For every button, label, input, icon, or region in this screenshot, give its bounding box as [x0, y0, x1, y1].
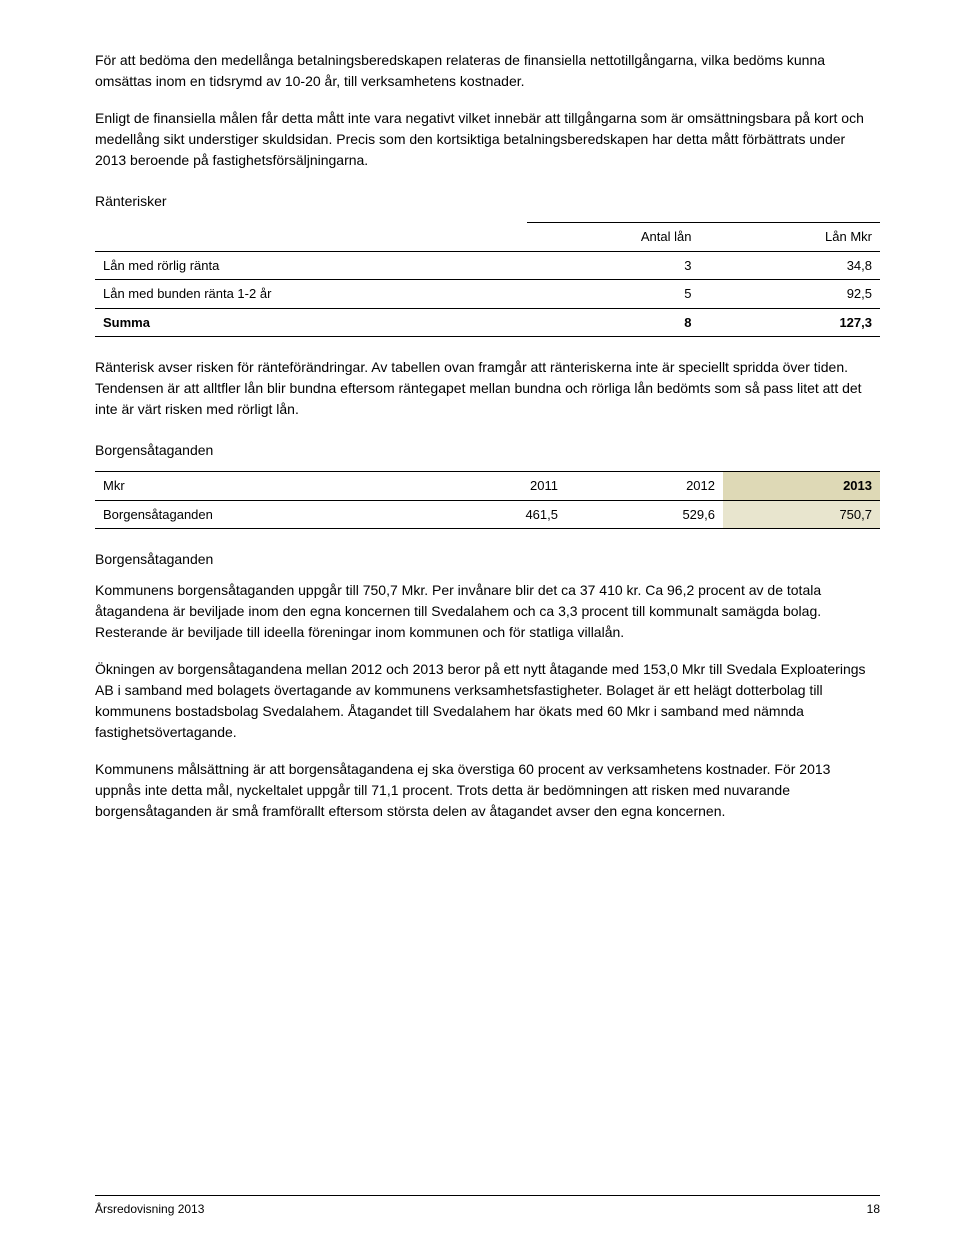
- cell-antal: 5: [527, 280, 700, 309]
- table-header-2012: 2012: [566, 472, 723, 501]
- table-header-2013: 2013: [723, 472, 880, 501]
- paragraph-borgen-3: Kommunens målsättning är att borgensåtag…: [95, 759, 880, 822]
- cell-mkr: 127,3: [699, 308, 880, 337]
- paragraph-borgen-2: Ökningen av borgensåtagandena mellan 201…: [95, 659, 880, 743]
- table-header-empty: [95, 223, 527, 252]
- table-header-row: Mkr 2011 2012 2013: [95, 472, 880, 501]
- cell-antal: 3: [527, 251, 700, 280]
- table-header-mkr: Lån Mkr: [699, 223, 880, 252]
- table-row: Borgensåtaganden 461,5 529,6 750,7: [95, 500, 880, 529]
- paragraph-intro-2: Enligt de finansiella målen får detta må…: [95, 108, 880, 171]
- table-row: Lån med bunden ränta 1-2 år 5 92,5: [95, 280, 880, 309]
- heading-ranterisker: Ränterisker: [95, 191, 880, 212]
- table-header-mkr: Mkr: [95, 472, 409, 501]
- table-row: Lån med rörlig ränta 3 34,8: [95, 251, 880, 280]
- cell-label: Lån med bunden ränta 1-2 år: [95, 280, 527, 309]
- footer-title: Årsredovisning 2013: [95, 1200, 204, 1218]
- heading-borgensataganden-2: Borgensåtaganden: [95, 549, 880, 570]
- page-footer: Årsredovisning 2013 18: [95, 1195, 880, 1218]
- table-header-row: Antal lån Lån Mkr: [95, 223, 880, 252]
- cell-label: Lån med rörlig ränta: [95, 251, 527, 280]
- cell-2013: 750,7: [723, 500, 880, 529]
- table-row-summa: Summa 8 127,3: [95, 308, 880, 337]
- footer-page-number: 18: [867, 1200, 880, 1218]
- table-header-antal: Antal lån: [527, 223, 700, 252]
- table-header-2011: 2011: [409, 472, 566, 501]
- paragraph-intro-1: För att bedöma den medellånga betalnings…: [95, 50, 880, 92]
- table-ranterisker: Antal lån Lån Mkr Lån med rörlig ränta 3…: [95, 222, 880, 337]
- cell-mkr: 34,8: [699, 251, 880, 280]
- cell-label: Borgensåtaganden: [95, 500, 409, 529]
- cell-2011: 461,5: [409, 500, 566, 529]
- paragraph-ranterisk: Ränterisk avser risken för ränteförändri…: [95, 357, 880, 420]
- cell-mkr: 92,5: [699, 280, 880, 309]
- table-borgen: Mkr 2011 2012 2013 Borgensåtaganden 461,…: [95, 471, 880, 529]
- cell-antal: 8: [527, 308, 700, 337]
- paragraph-borgen-1: Kommunens borgensåtaganden uppgår till 7…: [95, 580, 880, 643]
- heading-borgensataganden: Borgensåtaganden: [95, 440, 880, 461]
- cell-2012: 529,6: [566, 500, 723, 529]
- cell-label: Summa: [95, 308, 527, 337]
